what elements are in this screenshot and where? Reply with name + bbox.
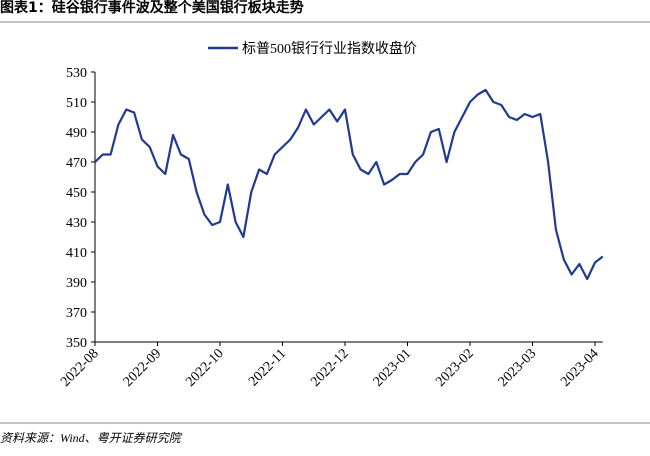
y-tick-label: 410	[66, 246, 87, 261]
x-tick-label: 2022-09	[121, 346, 165, 390]
chart-title: 图表1：硅谷银行事件波及整个美国银行板块走势	[0, 0, 304, 16]
y-tick-label: 510	[66, 96, 87, 111]
legend-label: 标普500银行行业指数收盘价	[242, 40, 417, 57]
y-tick-label: 470	[66, 156, 87, 171]
y-tick-label: 490	[66, 126, 87, 141]
x-tick-label: 2022-08	[58, 346, 102, 390]
x-tick-label: 2022-10	[183, 346, 227, 390]
y-tick-label: 350	[66, 336, 87, 351]
x-tick-label: 2023-02	[433, 346, 477, 390]
x-tick-label: 2023-03	[496, 346, 540, 390]
y-tick-label: 390	[66, 276, 87, 291]
source-note: 资料来源：Wind、粤开证券研究院	[0, 431, 183, 445]
y-tick-label: 450	[66, 186, 87, 201]
data-line	[94, 88, 604, 281]
x-tick-label: 2023-01	[371, 346, 415, 390]
x-tick-label: 2022-12	[308, 346, 352, 390]
x-tick-label: 2023-04	[558, 346, 602, 390]
y-tick-label: 530	[66, 66, 87, 81]
x-tick-label: 2022-11	[246, 346, 289, 389]
y-tick-label: 430	[66, 216, 87, 231]
y-tick-label: 370	[66, 306, 87, 321]
